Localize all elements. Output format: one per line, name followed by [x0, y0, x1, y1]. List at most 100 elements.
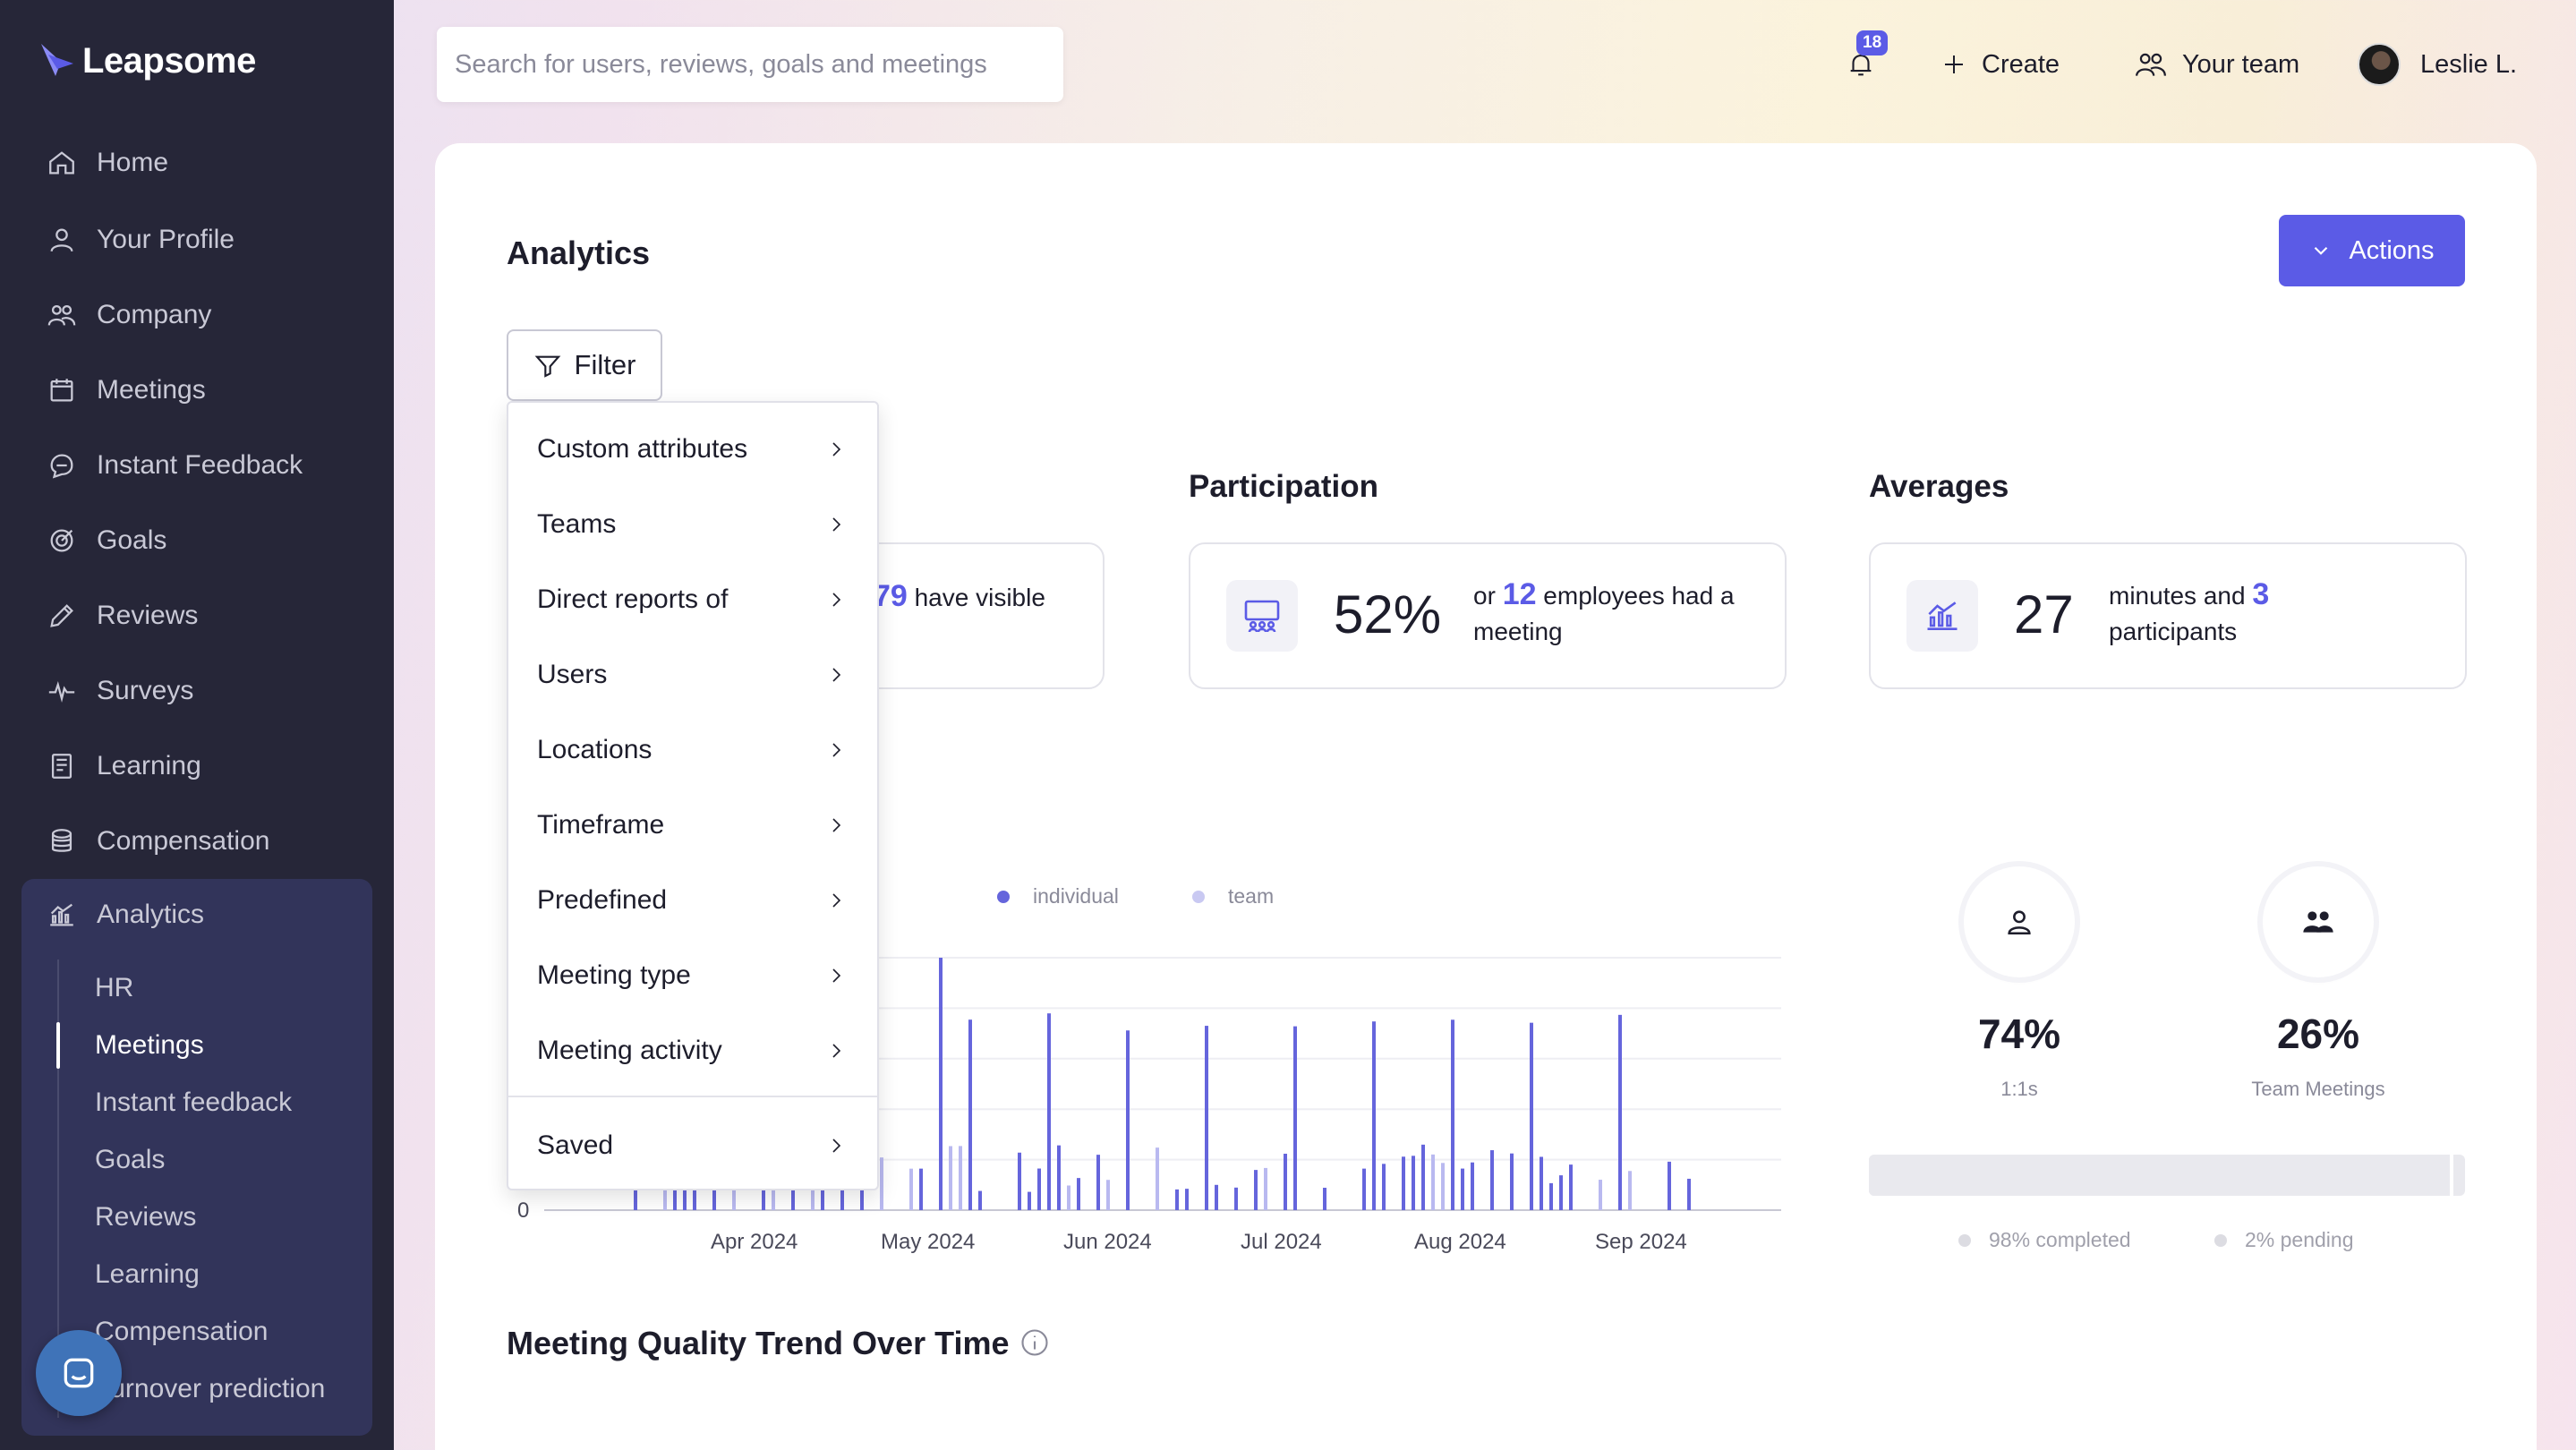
search-input[interactable]: [455, 49, 1063, 80]
filter-icon: [534, 355, 560, 378]
user-menu[interactable]: Leslie L.: [2358, 36, 2517, 93]
subnav-item-reviews[interactable]: Reviews: [95, 1202, 197, 1232]
team-icon: [2136, 53, 2166, 76]
analytics-subnav: HR Meetings Instant feedback Goals Revie…: [56, 960, 362, 1418]
filter-option-direct-reports[interactable]: Direct reports of: [508, 562, 877, 637]
x-tick-label: Apr 2024: [711, 1230, 798, 1254]
x-tick-label: Aug 2024: [1414, 1230, 1506, 1254]
chart-bar: [1687, 1178, 1691, 1210]
filter-option-meeting-activity[interactable]: Meeting activity: [508, 1013, 877, 1088]
filter-option-custom-attributes[interactable]: Custom attributes: [508, 412, 877, 487]
sidebar-item-company[interactable]: Company: [47, 288, 211, 342]
chart-bar: [959, 1146, 962, 1210]
participation-title: Participation: [1189, 469, 1378, 504]
chart-bar: [968, 1019, 972, 1210]
chevron-down-icon: [2315, 246, 2328, 255]
pending-dot: [2214, 1233, 2227, 1247]
visibility-stat-text: 79 have visible: [874, 578, 1045, 616]
subnav-item-meetings[interactable]: Meetings: [56, 1017, 362, 1074]
filter-option-saved[interactable]: Saved: [508, 1108, 877, 1183]
sidebar-item-analytics[interactable]: Analytics: [47, 888, 204, 942]
your-team-button[interactable]: Your team: [2134, 36, 2299, 93]
calendar-icon: [50, 379, 73, 402]
chart-bar: [1293, 1026, 1297, 1210]
chart-bar: [1510, 1153, 1514, 1210]
subnav-item-learning[interactable]: Learning: [95, 1259, 200, 1289]
chart-bar: [1540, 1156, 1543, 1210]
chart-bar: [1530, 1022, 1533, 1210]
filter-option-users[interactable]: Users: [508, 637, 877, 712]
chart-bar: [1451, 1019, 1454, 1210]
chart-bar: [1067, 1185, 1070, 1210]
subnav-item-compensation[interactable]: Compensation: [95, 1317, 269, 1346]
sidebar-item-home[interactable]: Home: [47, 136, 168, 190]
visibility-label: have visible: [914, 584, 1045, 611]
chart-bar: [1037, 1168, 1041, 1210]
filter-option-label: Teams: [537, 509, 617, 539]
support-chat-button[interactable]: [36, 1330, 122, 1416]
sidebar-item-your-profile[interactable]: Your Profile: [47, 213, 235, 267]
sidebar-item-reviews[interactable]: Reviews: [47, 589, 198, 643]
filter-dropdown-menu: Custom attributes Teams Direct reports o…: [507, 401, 879, 1190]
filter-button[interactable]: Filter: [507, 329, 662, 401]
x-tick-label: Jun 2024: [1063, 1230, 1152, 1254]
chart-bar: [1215, 1184, 1218, 1210]
completed-legend: 98% completed: [1958, 1228, 2131, 1252]
filter-option-label: Users: [537, 660, 608, 689]
chevron-right-icon: [832, 593, 841, 607]
chart-bar: [1323, 1188, 1326, 1210]
averages-minutes-value: 27: [2014, 584, 2074, 644]
team-meetings-label: Team Meetings: [2251, 1078, 2385, 1100]
chart-bar: [978, 1190, 982, 1210]
sidebar-item-goals[interactable]: Goals: [47, 514, 166, 567]
averages-line2: participants: [2109, 618, 2238, 645]
sidebar-item-label: Company: [97, 300, 212, 329]
avatar: [2358, 43, 2401, 86]
chart-bar: [1077, 1178, 1080, 1210]
filter-option-predefined[interactable]: Predefined: [508, 863, 877, 938]
filter-option-locations[interactable]: Locations: [508, 712, 877, 788]
sidebar-item-surveys[interactable]: Surveys: [47, 664, 193, 718]
legend-dot-individual: [997, 890, 1010, 903]
home-icon: [49, 151, 74, 175]
book-icon: [51, 754, 73, 779]
chevron-right-icon: [832, 1044, 841, 1058]
app-logo[interactable]: Leapsome: [39, 41, 256, 81]
subnav-item-instant-feedback[interactable]: Instant feedback: [95, 1088, 293, 1117]
filter-option-meeting-type[interactable]: Meeting type: [508, 938, 877, 1013]
sidebar-item-instant-feedback[interactable]: Instant Feedback: [47, 439, 303, 492]
chart-bar: [1382, 1164, 1386, 1210]
completion-progress-bar: [1869, 1155, 2465, 1196]
sidebar-item-label: Meetings: [97, 375, 206, 405]
x-tick-label: Jul 2024: [1241, 1230, 1322, 1254]
sidebar-item-meetings[interactable]: Meetings: [47, 363, 206, 417]
sidebar-item-compensation[interactable]: Compensation: [47, 815, 269, 868]
chart-bar: [1028, 1191, 1031, 1210]
pulse-icon: [48, 681, 75, 703]
participation-value: 52%: [1334, 584, 1442, 644]
chart-bar: [1284, 1153, 1287, 1210]
chart-bar: [1096, 1155, 1100, 1210]
filter-option-timeframe[interactable]: Timeframe: [508, 788, 877, 863]
notifications-button[interactable]: [1846, 36, 1876, 93]
chart-bar: [909, 1168, 913, 1210]
subnav-item-goals[interactable]: Goals: [95, 1145, 166, 1174]
info-icon[interactable]: [1019, 1326, 1051, 1359]
create-button[interactable]: Create: [1941, 36, 2060, 93]
chart-bar: [1441, 1163, 1445, 1210]
bell-icon: [1850, 55, 1872, 76]
subnav-item-turnover-prediction[interactable]: Turnover prediction: [95, 1374, 326, 1403]
one-on-one-percentage: 74%: [1977, 1011, 2061, 1057]
chart-bar: [1254, 1170, 1258, 1210]
create-button-label: Create: [1982, 49, 2060, 79]
chart-bar: [693, 1179, 696, 1210]
target-icon: [50, 529, 73, 552]
chart-bar: [1175, 1189, 1179, 1210]
filter-option-teams[interactable]: Teams: [508, 487, 877, 562]
sidebar-item-learning[interactable]: Learning: [47, 739, 201, 793]
chart-bar: [949, 1146, 952, 1210]
single-user-icon: [2008, 910, 2031, 935]
pending-legend: 2% pending: [2214, 1228, 2354, 1252]
subnav-item-hr[interactable]: HR: [95, 973, 134, 1002]
actions-button[interactable]: Actions: [2279, 215, 2465, 286]
